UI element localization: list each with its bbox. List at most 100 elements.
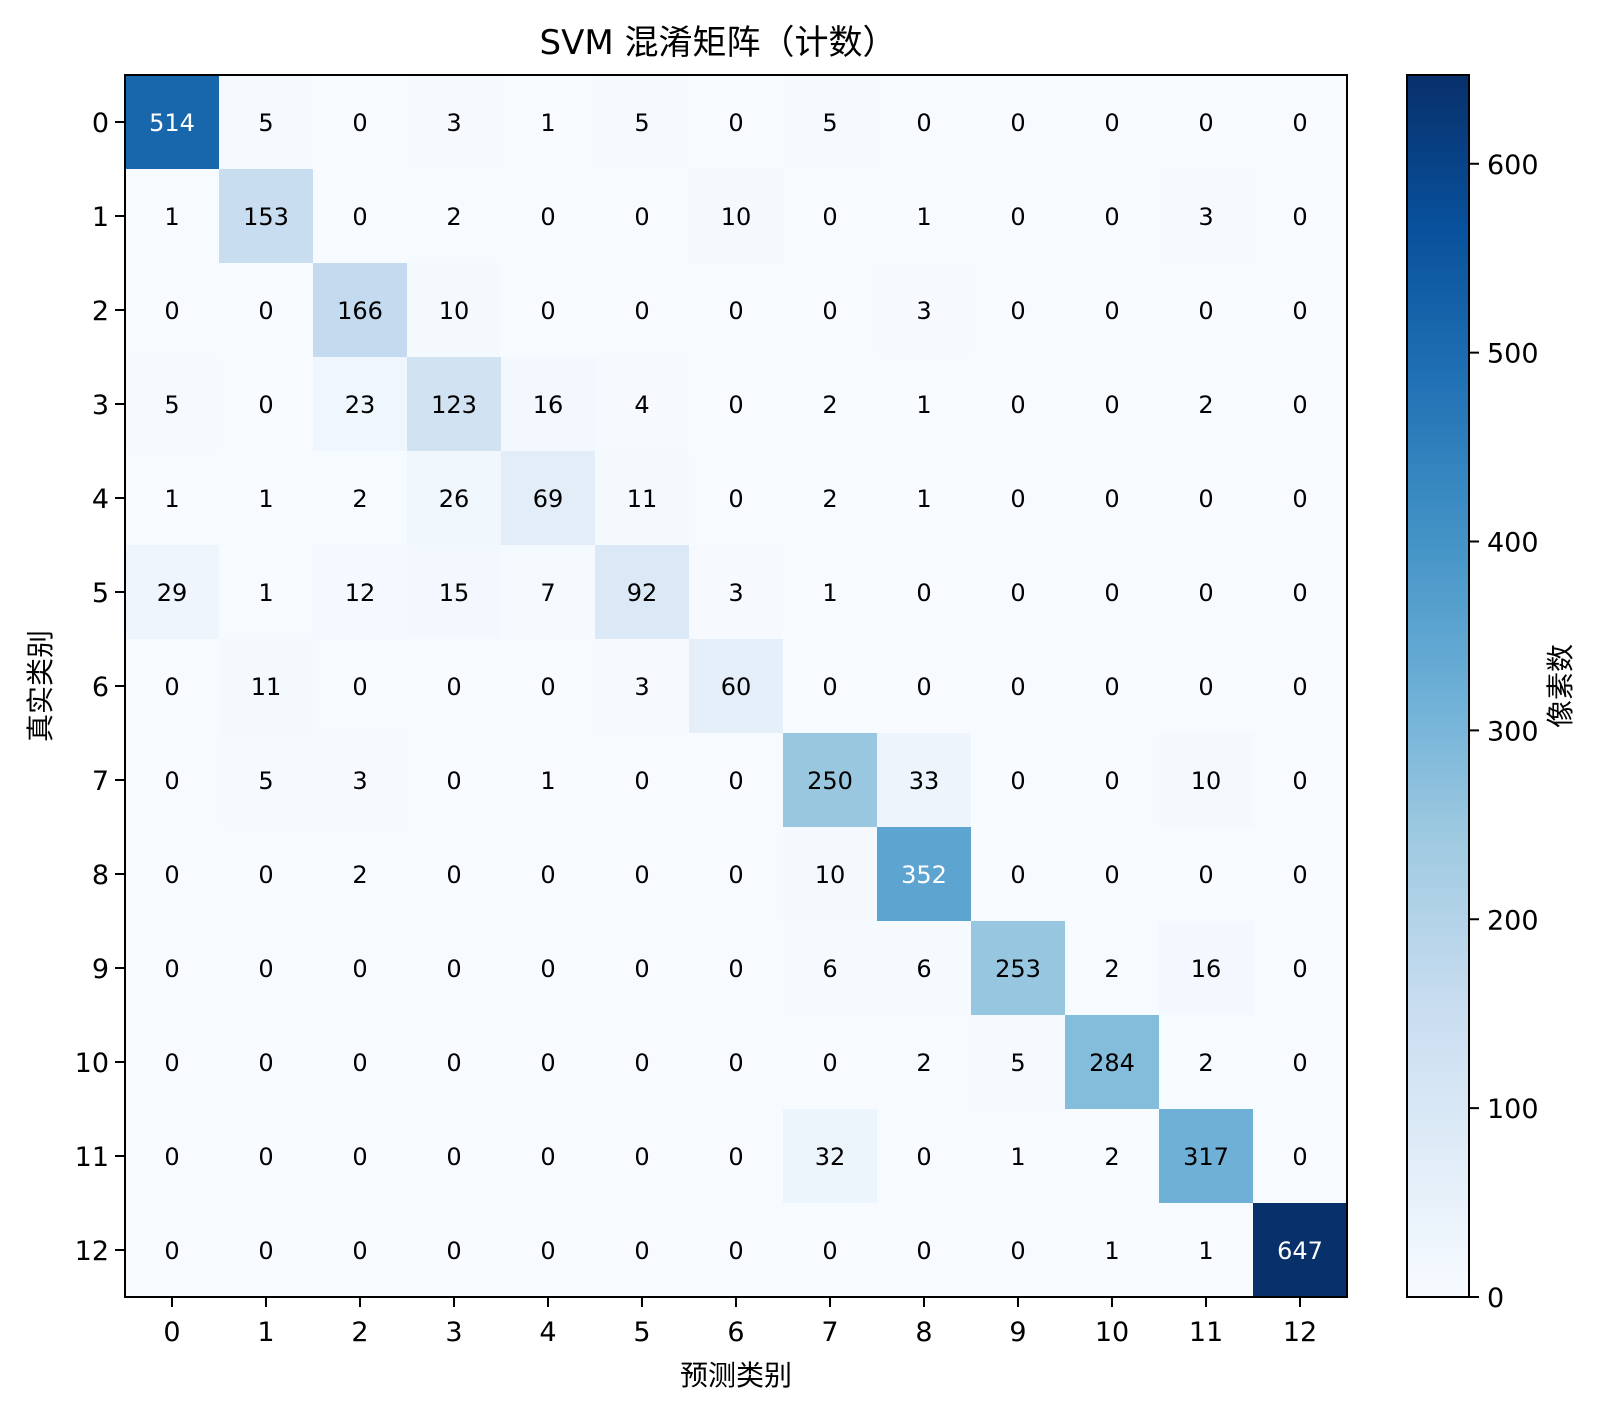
cell-value-label: 0 bbox=[1292, 297, 1307, 325]
cell-value-label: 0 bbox=[728, 1049, 743, 1077]
heatmap-cell bbox=[501, 263, 596, 358]
y-tick-label: 7 bbox=[92, 766, 109, 797]
cell-value-label: 0 bbox=[540, 861, 555, 889]
heatmap-cell bbox=[971, 75, 1066, 170]
cell-value-label: 0 bbox=[1104, 109, 1119, 137]
colorbar-tick-label: 100 bbox=[1487, 1094, 1539, 1125]
cell-value-label: 0 bbox=[258, 391, 273, 419]
cell-value-label: 0 bbox=[446, 767, 461, 795]
cell-value-label: 0 bbox=[258, 297, 273, 325]
cell-value-label: 284 bbox=[1089, 1049, 1135, 1077]
cell-value-label: 0 bbox=[916, 673, 931, 701]
cell-value-label: 0 bbox=[446, 955, 461, 983]
cell-value-label: 0 bbox=[822, 1049, 837, 1077]
heatmap-cell bbox=[219, 451, 314, 546]
x-tick-label: 1 bbox=[257, 1317, 274, 1348]
heatmap-cell bbox=[219, 169, 314, 264]
heatmap-cell bbox=[595, 451, 690, 546]
heatmap-cell bbox=[313, 733, 408, 828]
cell-value-label: 1 bbox=[916, 203, 931, 231]
cell-value-label: 7 bbox=[540, 579, 555, 607]
cell-value-label: 0 bbox=[1010, 109, 1025, 137]
cell-value-label: 0 bbox=[446, 861, 461, 889]
cell-value-label: 0 bbox=[164, 767, 179, 795]
heatmap-cell bbox=[313, 1109, 408, 1204]
heatmap-cell bbox=[407, 1203, 502, 1298]
heatmap-cell bbox=[689, 1015, 784, 1110]
cell-value-label: 0 bbox=[728, 1237, 743, 1265]
x-axis-ticks: 0 1 2 3 4 5 6 7 8 9 10 11 12 bbox=[163, 1297, 1317, 1348]
cell-value-label: 0 bbox=[446, 1049, 461, 1077]
colorbar-tick-label: 200 bbox=[1487, 905, 1539, 936]
heatmap-cell bbox=[407, 263, 502, 358]
cell-value-label: 1 bbox=[164, 203, 179, 231]
heatmap-cell bbox=[783, 921, 878, 1016]
heatmap-cell bbox=[783, 451, 878, 546]
heatmap-cell bbox=[1253, 169, 1348, 264]
heatmap-cell bbox=[877, 1203, 972, 1298]
cell-value-label: 0 bbox=[728, 1143, 743, 1171]
cell-value-label: 153 bbox=[243, 203, 289, 231]
cell-value-label: 1 bbox=[1104, 1237, 1119, 1265]
cell-value-label: 0 bbox=[634, 1049, 649, 1077]
heatmap-cell bbox=[1253, 733, 1348, 828]
cell-value-label: 647 bbox=[1277, 1237, 1323, 1265]
heatmap-cell bbox=[689, 451, 784, 546]
y-axis-label: 真实类别 bbox=[24, 630, 57, 742]
x-tick-label: 6 bbox=[727, 1317, 744, 1348]
cell-value-label: 3 bbox=[728, 579, 743, 607]
cell-value-label: 16 bbox=[533, 391, 564, 419]
cell-value-label: 0 bbox=[446, 673, 461, 701]
cell-value-label: 0 bbox=[1010, 297, 1025, 325]
y-tick-label: 9 bbox=[92, 954, 109, 985]
cell-value-label: 0 bbox=[258, 1143, 273, 1171]
cell-value-label: 10 bbox=[721, 203, 752, 231]
cell-value-label: 10 bbox=[815, 861, 846, 889]
heatmap-cell bbox=[501, 921, 596, 1016]
cell-value-label: 10 bbox=[439, 297, 470, 325]
heatmap-cell bbox=[219, 357, 314, 452]
cell-value-label: 0 bbox=[540, 1237, 555, 1265]
heatmap-cell bbox=[313, 1015, 408, 1110]
heatmap-cell bbox=[407, 733, 502, 828]
heatmap-cell bbox=[877, 827, 972, 922]
cell-value-label: 1 bbox=[916, 391, 931, 419]
cell-value-label: 0 bbox=[352, 673, 367, 701]
cell-value-label: 5 bbox=[258, 109, 273, 137]
heatmap-cell bbox=[595, 827, 690, 922]
cell-value-label: 0 bbox=[1010, 485, 1025, 513]
heatmap-cell bbox=[971, 169, 1066, 264]
colorbar-tick-label: 0 bbox=[1487, 1283, 1504, 1314]
heatmap-cell bbox=[313, 1203, 408, 1298]
heatmap-cell bbox=[1159, 545, 1254, 640]
colorbar bbox=[1406, 74, 1470, 1298]
cell-value-label: 1 bbox=[1010, 1143, 1025, 1171]
cell-value-label: 29 bbox=[157, 579, 188, 607]
cell-value-label: 69 bbox=[533, 485, 564, 513]
cell-value-label: 0 bbox=[1104, 673, 1119, 701]
heatmap-cell bbox=[407, 169, 502, 264]
heatmap-cell bbox=[971, 733, 1066, 828]
heatmap-cell bbox=[1253, 639, 1348, 734]
heatmap-cell bbox=[313, 545, 408, 640]
heatmap-cell bbox=[1159, 1203, 1254, 1298]
cell-value-label: 0 bbox=[1010, 861, 1025, 889]
cell-value-label: 0 bbox=[1104, 485, 1119, 513]
cell-value-label: 0 bbox=[1292, 109, 1307, 137]
heatmap-cell bbox=[689, 169, 784, 264]
heatmap-cell bbox=[877, 1109, 972, 1204]
heatmap-cell bbox=[407, 1109, 502, 1204]
heatmap-cell bbox=[595, 1109, 690, 1204]
cell-value-label: 0 bbox=[916, 1237, 931, 1265]
heatmap-cell bbox=[689, 639, 784, 734]
y-tick-label: 5 bbox=[92, 578, 109, 609]
heatmap-cell bbox=[1253, 75, 1348, 170]
heatmap-cell bbox=[125, 639, 220, 734]
cell-value-label: 0 bbox=[1104, 297, 1119, 325]
cell-value-label: 0 bbox=[1198, 297, 1213, 325]
cell-value-label: 0 bbox=[728, 767, 743, 795]
heatmap-cell bbox=[1065, 1109, 1160, 1204]
heatmap-cell bbox=[783, 1109, 878, 1204]
